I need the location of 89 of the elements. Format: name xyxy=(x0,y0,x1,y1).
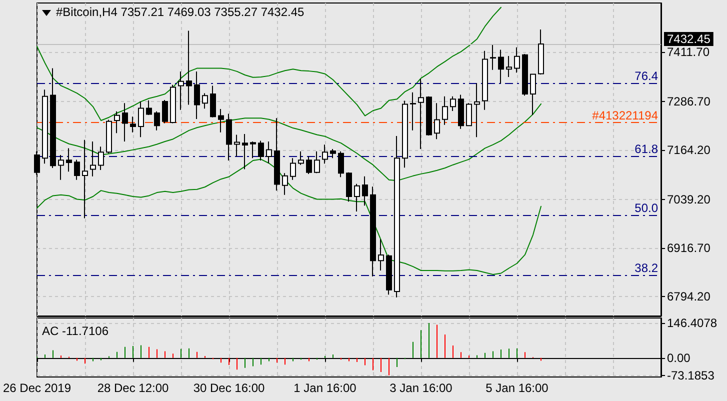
candlestick xyxy=(250,140,256,159)
candlestick xyxy=(330,148,336,159)
candlestick xyxy=(42,89,48,164)
candlestick xyxy=(98,146,104,170)
candlestick xyxy=(306,156,312,174)
candlestick xyxy=(162,99,168,124)
candlestick xyxy=(394,135,400,298)
annotation: 38.2 xyxy=(634,261,658,276)
y-tick-label: 7411.70 xyxy=(667,45,710,60)
y-tick-label: 7039.20 xyxy=(667,192,711,207)
line-series xyxy=(36,6,502,122)
candlestick xyxy=(314,150,320,174)
candlestick xyxy=(178,70,184,110)
annotation: 61.8 xyxy=(634,142,658,156)
candlestick xyxy=(354,183,360,212)
annotation: 76.4 xyxy=(634,68,658,83)
x-tick-label: 30 Dec 16:00 xyxy=(193,381,266,395)
candlestick xyxy=(138,101,144,138)
candlestick xyxy=(298,150,304,166)
candlestick xyxy=(82,139,88,219)
candlestick xyxy=(90,140,96,177)
candlestick xyxy=(338,150,344,178)
y-tick-label: 7286.70 xyxy=(667,94,711,109)
candlestick xyxy=(490,44,496,70)
candlestick xyxy=(146,100,152,116)
candlestick xyxy=(522,54,528,96)
candlestick xyxy=(362,176,368,206)
candlestick xyxy=(258,140,264,161)
annotation: 50.0 xyxy=(634,201,658,216)
candlestick xyxy=(506,56,512,78)
candlestick xyxy=(538,29,544,76)
candlestick xyxy=(74,159,80,180)
candlestick xyxy=(290,158,296,180)
x-tick-label: 28 Dec 12:00 xyxy=(97,381,170,395)
candlestick xyxy=(130,116,136,133)
y-tick-label: 6916.70 xyxy=(667,241,711,256)
candlestick xyxy=(266,140,272,164)
candlestick xyxy=(50,68,56,169)
candlestick xyxy=(514,46,520,74)
line-series xyxy=(36,103,542,182)
candlestick xyxy=(186,30,192,106)
candlestick xyxy=(194,70,200,120)
candlestick xyxy=(282,172,288,196)
candlestick xyxy=(434,102,440,140)
candlestick xyxy=(218,108,224,133)
candlestick xyxy=(402,100,408,168)
text: AC -11.7106 xyxy=(42,324,109,338)
candlestick xyxy=(386,254,392,296)
candlestick xyxy=(482,50,488,110)
candlestick xyxy=(530,73,536,116)
candlestick xyxy=(114,110,120,134)
ref-line-label: 7432.45 xyxy=(667,32,711,46)
candlestick xyxy=(58,154,64,180)
candlestick xyxy=(170,84,176,124)
x-tick-label: 1 Jan 16:00 xyxy=(294,381,357,395)
y-tick-label: 0.00 xyxy=(667,350,691,365)
candlestick xyxy=(426,96,432,136)
candlestick xyxy=(154,110,160,131)
candlestick xyxy=(442,96,448,126)
candlestick xyxy=(242,133,248,170)
candlestick xyxy=(466,102,472,126)
candlestick xyxy=(498,49,504,84)
candlestick xyxy=(234,134,240,158)
candlestick xyxy=(322,144,328,164)
candlestick xyxy=(474,82,480,138)
x-tick-label: 26 Dec 2019 xyxy=(2,381,72,395)
y-tick-label: 6794.20 xyxy=(667,290,711,304)
candlestick xyxy=(458,94,464,130)
candlestick xyxy=(370,186,376,277)
chart-title: #Bitcoin,H4 7357.21 7469.03 7355.27 7432.45 xyxy=(56,5,305,19)
x-tick-label: 3 Jan 16:00 xyxy=(390,381,453,395)
candlestick xyxy=(106,119,112,154)
candlestick xyxy=(202,92,208,110)
x-tick-label: 5 Jan 16:00 xyxy=(486,381,549,395)
candlestick xyxy=(66,148,72,172)
annotation: #413221194 xyxy=(592,108,658,122)
y-tick-label: -73.1853 xyxy=(667,368,715,382)
candlestick xyxy=(346,172,352,202)
candlestick xyxy=(226,113,232,161)
candlestick xyxy=(274,118,280,192)
candlestick xyxy=(122,102,128,142)
y-tick-label: 7164.20 xyxy=(667,143,711,158)
candlestick xyxy=(210,85,216,118)
candlestick xyxy=(410,92,416,131)
candlestick xyxy=(378,238,384,271)
candlestick xyxy=(418,78,424,150)
candlestick xyxy=(450,96,456,112)
line-series xyxy=(36,158,542,275)
y-tick-label: 146.4078 xyxy=(667,316,718,330)
